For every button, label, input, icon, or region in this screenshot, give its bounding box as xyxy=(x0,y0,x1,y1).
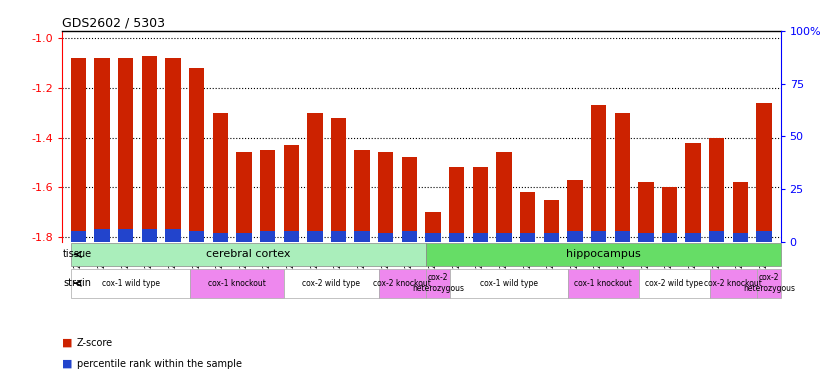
Text: cox-1 knockout: cox-1 knockout xyxy=(208,279,266,288)
Bar xyxy=(142,56,157,242)
Bar xyxy=(567,180,582,242)
Bar xyxy=(94,58,110,242)
Bar xyxy=(449,233,464,242)
Bar xyxy=(733,233,748,242)
Text: ■: ■ xyxy=(62,359,73,369)
Bar xyxy=(757,268,781,298)
Bar xyxy=(662,233,677,242)
Text: cerebral cortex: cerebral cortex xyxy=(206,249,291,260)
Bar xyxy=(686,142,700,242)
Bar xyxy=(449,268,567,298)
Bar xyxy=(472,233,488,242)
Bar xyxy=(284,268,378,298)
Bar xyxy=(662,187,677,242)
Bar xyxy=(401,231,417,242)
Bar xyxy=(686,233,700,242)
Bar xyxy=(638,233,653,242)
Bar xyxy=(165,229,181,242)
Text: cox-1 knockout: cox-1 knockout xyxy=(574,279,632,288)
Bar xyxy=(709,231,724,242)
Bar xyxy=(354,231,370,242)
Bar xyxy=(567,231,582,242)
Text: cox-2 knockout: cox-2 knockout xyxy=(705,279,762,288)
Bar xyxy=(426,268,449,298)
Bar xyxy=(71,231,86,242)
Bar xyxy=(283,231,299,242)
Bar xyxy=(544,200,559,242)
Bar xyxy=(567,268,638,298)
Bar xyxy=(378,268,426,298)
Text: GDS2602 / 5303: GDS2602 / 5303 xyxy=(62,17,165,30)
Bar xyxy=(118,229,134,242)
Text: hippocampus: hippocampus xyxy=(566,249,641,260)
Bar xyxy=(425,233,441,242)
Bar xyxy=(165,58,181,242)
Bar xyxy=(591,105,606,242)
Bar xyxy=(709,137,724,242)
Bar xyxy=(307,113,323,242)
Bar xyxy=(71,243,426,266)
Bar xyxy=(236,152,252,242)
Bar xyxy=(236,233,252,242)
Bar xyxy=(142,229,157,242)
Text: cox-1 wild type: cox-1 wild type xyxy=(102,279,159,288)
Bar xyxy=(496,152,511,242)
Text: cox-2 knockout: cox-2 knockout xyxy=(373,279,431,288)
Bar xyxy=(520,192,535,242)
Bar xyxy=(449,167,464,242)
Text: ■: ■ xyxy=(62,338,73,348)
Bar xyxy=(544,233,559,242)
Bar xyxy=(283,145,299,242)
Text: Z-score: Z-score xyxy=(77,338,113,348)
Bar xyxy=(189,231,204,242)
Bar xyxy=(94,229,110,242)
Bar xyxy=(190,268,284,298)
Bar xyxy=(757,103,771,242)
Text: cox-2 wild type: cox-2 wild type xyxy=(645,279,703,288)
Text: cox-2
heterozygous: cox-2 heterozygous xyxy=(412,273,464,293)
Bar xyxy=(615,113,630,242)
Bar xyxy=(260,231,275,242)
Bar xyxy=(212,233,228,242)
Bar xyxy=(425,212,441,242)
Bar xyxy=(733,182,748,242)
Text: cox-1 wild type: cox-1 wild type xyxy=(480,279,538,288)
Bar xyxy=(378,152,393,242)
Text: tissue: tissue xyxy=(63,249,93,260)
Bar xyxy=(472,167,488,242)
Bar xyxy=(638,182,653,242)
Bar xyxy=(212,113,228,242)
Bar xyxy=(710,268,757,298)
Bar xyxy=(757,231,771,242)
Bar xyxy=(378,233,393,242)
Bar xyxy=(331,118,346,242)
Bar xyxy=(331,231,346,242)
Bar xyxy=(615,231,630,242)
Bar xyxy=(307,231,323,242)
Bar xyxy=(520,233,535,242)
Bar xyxy=(496,233,511,242)
Text: percentile rank within the sample: percentile rank within the sample xyxy=(77,359,242,369)
Bar xyxy=(401,157,417,242)
Text: strain: strain xyxy=(63,278,91,288)
Bar xyxy=(638,268,710,298)
Text: cox-2
heterozygous: cox-2 heterozygous xyxy=(743,273,795,293)
Bar xyxy=(71,58,86,242)
Bar xyxy=(260,150,275,242)
Bar xyxy=(354,150,370,242)
Bar xyxy=(71,268,190,298)
Bar xyxy=(591,231,606,242)
Bar xyxy=(189,68,204,242)
Text: cox-2 wild type: cox-2 wild type xyxy=(302,279,360,288)
Bar xyxy=(426,243,781,266)
Bar xyxy=(118,58,134,242)
